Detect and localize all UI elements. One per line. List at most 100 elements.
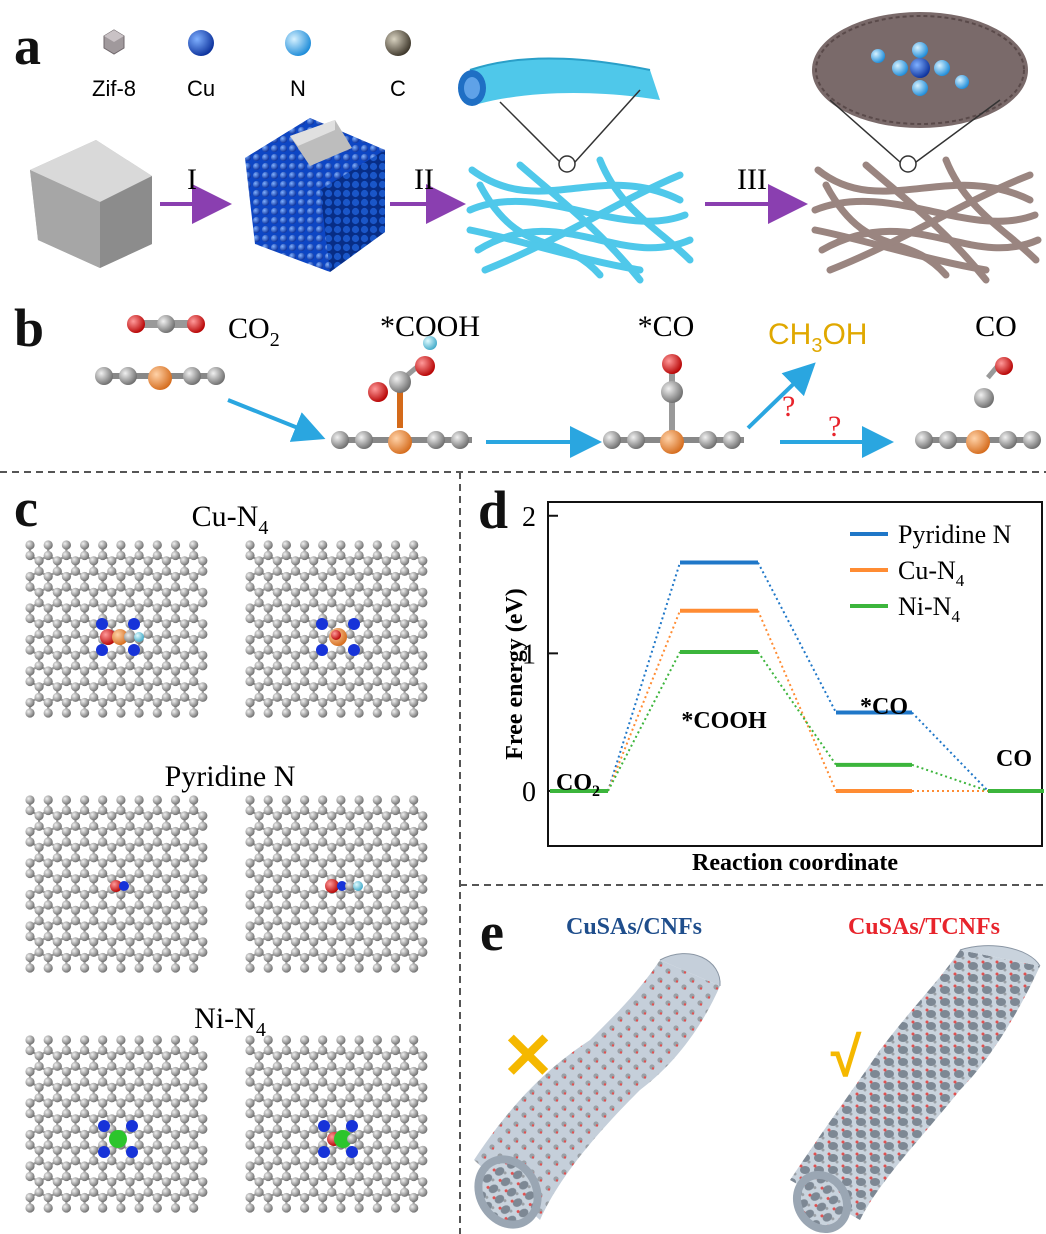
carbon-atom	[372, 868, 382, 879]
carbon-atom	[381, 1051, 391, 1061]
carbon-atom	[198, 587, 208, 597]
carbon-atom	[98, 1077, 108, 1087]
carbon-atom	[354, 634, 364, 645]
carbon-atom	[89, 916, 99, 926]
carbon-atom	[180, 587, 190, 597]
carbon-atom	[363, 556, 373, 566]
carbon-atom	[34, 1093, 44, 1103]
carbon-atom	[263, 634, 273, 645]
carbon-atom	[170, 889, 181, 900]
carbon-atom	[161, 1177, 171, 1187]
carbon-atom	[300, 952, 310, 963]
carbon-atom	[61, 868, 71, 879]
carbon-atom	[309, 1177, 319, 1187]
carbon-atom	[390, 1129, 401, 1140]
carbon-atom	[170, 603, 181, 613]
carbon-atom	[170, 613, 181, 624]
carbon-atom	[281, 1171, 291, 1182]
carbon-atom	[400, 1093, 410, 1103]
carbon-atom	[372, 540, 382, 550]
carbon-atom	[125, 874, 135, 884]
carbon-atom	[300, 1129, 310, 1140]
carbon-atom	[189, 1066, 199, 1077]
carbon-atom	[372, 837, 382, 847]
carbon-atom	[418, 1145, 428, 1155]
carbon-atom	[272, 1145, 282, 1155]
carbon-atom	[363, 1061, 373, 1071]
carbon-atom	[254, 619, 264, 629]
carbon-atom	[89, 598, 99, 608]
carbon-atom	[98, 1098, 108, 1108]
carbon-atom	[345, 1187, 355, 1197]
carbon-atom	[418, 587, 428, 597]
carbon-atom	[336, 1161, 346, 1171]
carbon-atom	[418, 556, 428, 566]
carbon-atom	[89, 1061, 99, 1071]
carbon-atom	[161, 853, 171, 863]
carbon-atom	[263, 1108, 273, 1119]
carbon-atom	[61, 1140, 71, 1150]
carbon-atom	[134, 697, 144, 708]
carbon-atom	[98, 826, 108, 837]
carbon-atom	[89, 1187, 99, 1197]
carbon-atom	[409, 708, 419, 718]
zif8-legend-icon	[103, 29, 125, 55]
carbon-atom	[400, 947, 410, 957]
carbon-atom	[336, 1192, 346, 1203]
carbon-atom	[98, 889, 108, 900]
carbon-atom	[107, 905, 117, 915]
carbon-atom	[107, 650, 117, 660]
carbon-atom	[409, 1108, 419, 1119]
carbon-atom	[43, 697, 53, 708]
reaction-arrow-1	[227, 398, 326, 442]
carbon-atom	[245, 952, 255, 963]
carbon-atom	[327, 661, 337, 671]
carbon-atom	[170, 963, 181, 973]
carbon-atom	[25, 1161, 35, 1171]
carbon-atom	[89, 619, 99, 629]
carbon-atom	[161, 916, 171, 926]
panel-label-c: c	[14, 478, 38, 538]
carbon-atom	[152, 1077, 162, 1087]
carbon-atom	[381, 1082, 391, 1092]
carbon-atom	[272, 821, 282, 831]
carbon-atom	[281, 1077, 291, 1087]
carbon-atom	[245, 1161, 255, 1171]
carbon-atom	[25, 1045, 35, 1056]
carbon-atom	[143, 566, 153, 576]
carbon-atom	[61, 1203, 71, 1213]
carbon-atom	[345, 1051, 355, 1061]
carbon-atom	[290, 1177, 301, 1187]
carbon-atom	[281, 1161, 291, 1171]
carbon-atom	[134, 1066, 144, 1077]
carbon-atom	[318, 697, 328, 708]
carbon-atom	[98, 540, 108, 550]
carbon-atom	[281, 1140, 291, 1150]
carbon-atom	[309, 1124, 319, 1134]
carbon-atom	[125, 947, 135, 957]
carbon-atom	[125, 587, 135, 597]
carbon-atom	[272, 598, 282, 608]
carbon-atom	[418, 1124, 428, 1134]
carbon-atom	[263, 826, 273, 837]
carbon-atom	[390, 697, 401, 708]
carbon-atom	[418, 650, 428, 660]
carbon-atom	[400, 1177, 410, 1187]
carbon-atom	[272, 884, 282, 894]
carbon-atom	[34, 1124, 44, 1134]
legend-zif8-label: Zif-8	[92, 76, 136, 101]
carbon-atom	[300, 697, 310, 708]
carbon-atom	[381, 916, 391, 926]
carbon-atom	[43, 666, 53, 676]
carbon-atom	[152, 963, 162, 973]
carbon-atom	[98, 1129, 108, 1140]
cu-n4-title: Cu-N4	[192, 500, 269, 539]
carbon-atom	[381, 874, 391, 884]
carbon-atom	[309, 884, 319, 894]
carbon-atom	[152, 952, 162, 963]
carbon-atom	[189, 613, 199, 624]
carbon-atom	[98, 1066, 108, 1077]
carbon-atom	[170, 826, 181, 837]
carbon-atom	[52, 587, 62, 597]
carbon-atom	[245, 868, 255, 879]
